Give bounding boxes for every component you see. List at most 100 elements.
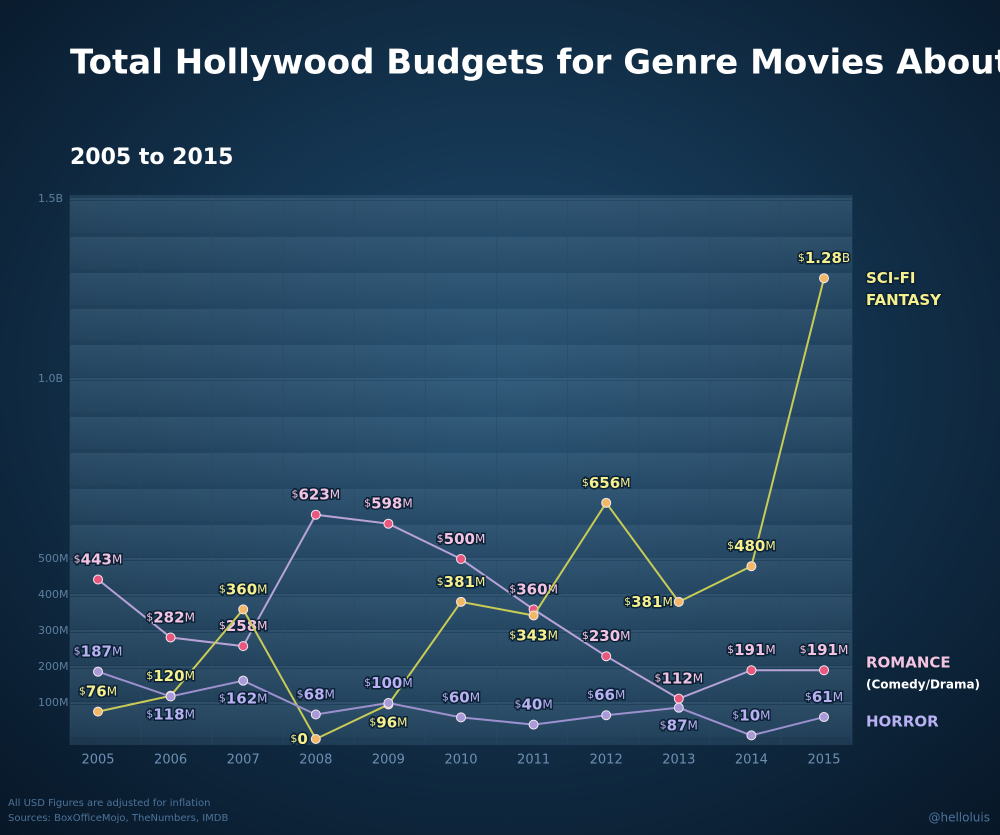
value-label-part: 162: [226, 689, 257, 707]
data-point: [819, 665, 829, 676]
value-label-part: 60: [449, 688, 470, 706]
value-label: $500M: [437, 530, 486, 548]
grid-band: [70, 273, 852, 305]
value-label: $187M: [74, 642, 123, 660]
y-tick-label: 1.5B: [38, 192, 63, 205]
value-label-part: $: [291, 488, 298, 501]
value-label-part: M: [475, 574, 485, 588]
value-label-part: M: [620, 629, 630, 643]
value-label-part: 360: [226, 580, 257, 598]
value-label-part: M: [548, 628, 558, 642]
value-label-part: M: [833, 690, 843, 704]
x-tick-label: 2011: [517, 753, 550, 768]
value-label-part: M: [838, 643, 848, 657]
value-label-part: $: [509, 629, 516, 642]
x-tick-label: 2014: [735, 753, 768, 768]
value-label-part: M: [688, 718, 698, 732]
series-label: HORROR: [866, 713, 939, 731]
value-label: $162M: [219, 689, 268, 707]
value-label-part: M: [185, 707, 195, 721]
data-point: [601, 710, 612, 721]
credit: @helloluis: [928, 811, 990, 825]
value-label-part: M: [662, 594, 672, 608]
value-label-part: 623: [298, 485, 329, 503]
value-label: $191M: [800, 641, 849, 659]
x-tick-label: 2005: [81, 753, 114, 768]
value-label: $76M: [79, 682, 117, 700]
data-point: [746, 665, 757, 676]
value-label: $360M: [509, 580, 558, 598]
value-label-part: $: [437, 532, 444, 545]
value-label: $112M: [654, 669, 703, 687]
value-label-part: 230: [589, 627, 620, 645]
value-label-part: $: [437, 575, 444, 588]
value-label-part: 100: [371, 674, 402, 692]
value-label-part: 112: [661, 669, 692, 687]
value-label-part: 76: [86, 682, 107, 700]
value-label-part: 191: [807, 641, 838, 659]
data-point: [819, 712, 829, 723]
data-point: [746, 730, 757, 741]
value-label-part: M: [397, 715, 407, 729]
value-label-part: M: [542, 697, 552, 711]
value-label-part: M: [185, 668, 195, 682]
value-label-part: 61: [812, 688, 833, 706]
value-label: $443M: [74, 550, 123, 568]
data-point: [673, 596, 684, 607]
value-label-part: 120: [153, 666, 184, 684]
value-label-part: $: [654, 672, 661, 685]
series-note: (Comedy/Drama): [866, 678, 980, 692]
value-label-part: M: [548, 582, 558, 596]
value-label-part: $: [79, 685, 86, 698]
data-point: [238, 604, 249, 615]
data-point: [238, 675, 249, 686]
data-point: [93, 574, 103, 585]
y-tick-label: 300M: [38, 624, 69, 637]
value-label-part: $: [587, 688, 594, 701]
value-label-part: $: [74, 645, 81, 658]
value-label-part: $: [805, 690, 812, 703]
grid-band: [70, 201, 852, 233]
value-label-part: M: [330, 487, 340, 501]
value-label-part: $: [219, 582, 226, 595]
value-label-part: M: [402, 496, 412, 510]
data-point: [673, 693, 684, 704]
value-label-part: $: [442, 690, 449, 703]
value-label-part: $: [146, 708, 153, 721]
series-label: SCI-FI FANTASY: [866, 269, 942, 309]
value-label: $230M: [582, 627, 631, 645]
data-point: [456, 712, 466, 723]
value-label: $60M: [442, 688, 480, 706]
value-label-part: 191: [734, 641, 765, 659]
value-label: $0: [290, 730, 307, 748]
value-label-part: 10: [739, 706, 760, 724]
value-label: $87M: [660, 716, 698, 734]
data-point: [93, 706, 103, 717]
x-tick-label: 2008: [299, 753, 332, 768]
y-tick-label: 200M: [38, 660, 69, 673]
data-point: [310, 709, 321, 720]
value-label-part: $: [297, 688, 304, 701]
data-point: [383, 698, 394, 708]
value-label-part: 118: [153, 705, 184, 723]
data-point: [673, 702, 684, 713]
y-tick-label: 100M: [38, 696, 69, 709]
value-label-part: 68: [304, 685, 325, 703]
grid-band: [70, 237, 852, 269]
value-label-part: $: [219, 619, 226, 632]
data-point: [528, 610, 539, 621]
value-label: $656M: [582, 473, 631, 491]
value-label-part: $: [369, 715, 376, 728]
value-label-part: 187: [81, 642, 112, 660]
data-point: [746, 561, 757, 572]
value-label: $381M: [437, 572, 486, 590]
grid-band: [70, 309, 852, 341]
grid-band: [70, 345, 852, 377]
value-label-part: $: [800, 643, 807, 656]
data-point: [238, 641, 249, 652]
value-label-part: $: [727, 539, 734, 552]
value-label-part: 343: [516, 626, 547, 644]
value-label-part: $: [290, 732, 297, 745]
data-point: [819, 273, 829, 284]
